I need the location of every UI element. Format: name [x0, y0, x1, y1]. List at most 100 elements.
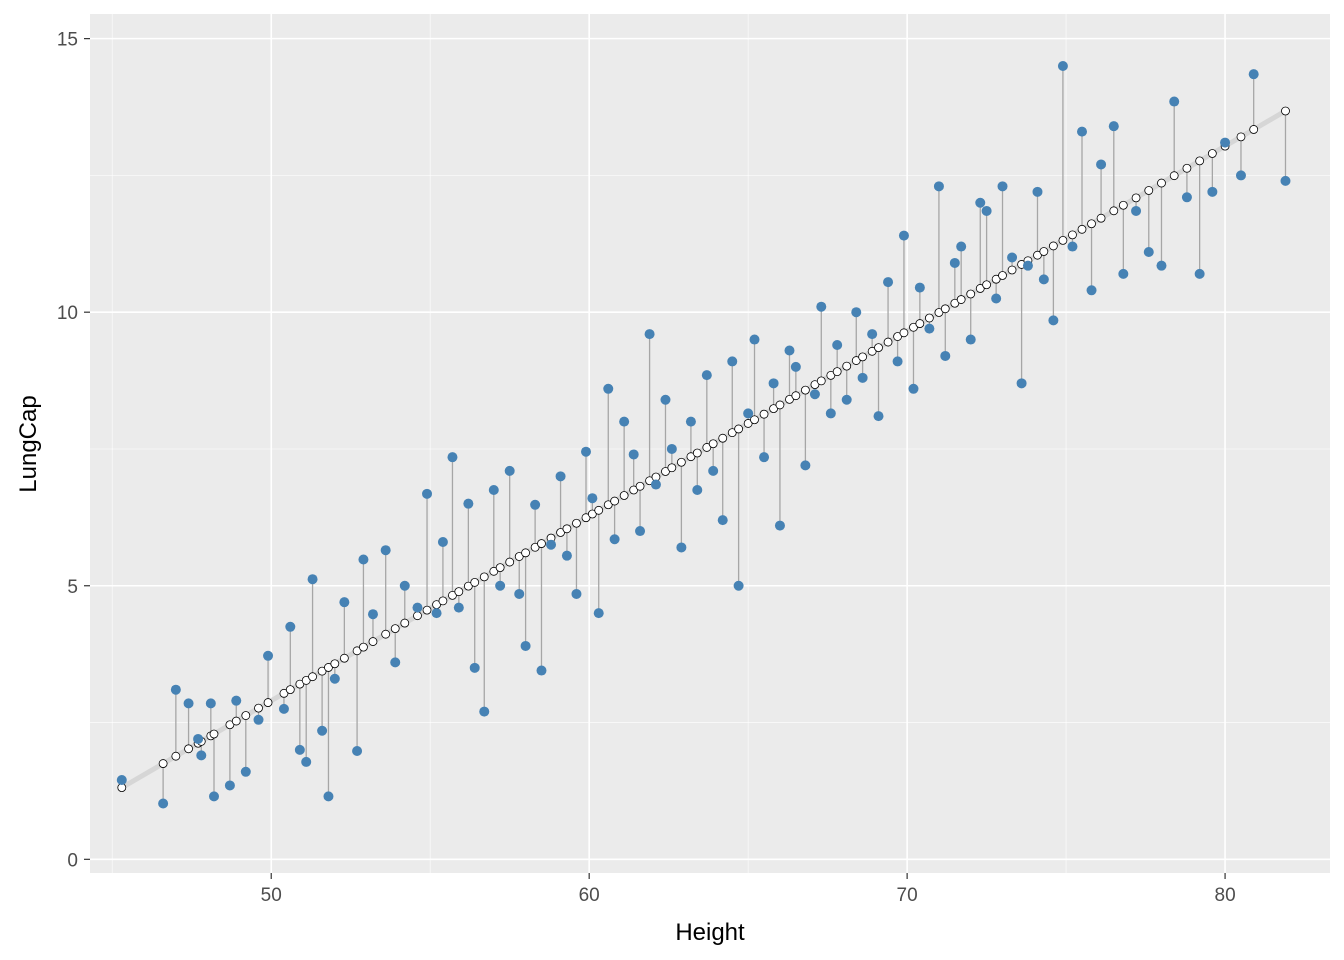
observed-point: [479, 706, 490, 717]
fitted-point: [874, 343, 883, 353]
observed-point: [1280, 175, 1291, 186]
fitted-point: [422, 605, 432, 615]
y-axis-title: LungCap: [15, 395, 42, 492]
fitted-point: [998, 271, 1007, 280]
fitted-point: [505, 557, 515, 567]
fitted-point: [231, 716, 241, 726]
observed-point: [301, 756, 312, 767]
observed-point: [317, 725, 328, 736]
observed-point: [329, 673, 340, 684]
fitted-point: [359, 642, 368, 652]
fitted-point: [1087, 219, 1096, 229]
fitted-point: [209, 729, 219, 739]
observed-point: [892, 356, 903, 367]
fitted-point: [470, 578, 480, 587]
fitted-point: [816, 376, 826, 386]
observed-point: [666, 443, 677, 454]
observed-point: [196, 750, 207, 761]
axis-ticks: [84, 38, 1226, 879]
fitted-point: [966, 289, 976, 299]
observed-point: [183, 698, 194, 709]
observed-point: [981, 205, 992, 216]
observed-point: [546, 539, 557, 550]
observed-point: [1131, 205, 1142, 216]
fitted-point: [594, 505, 604, 515]
fitted-point: [940, 304, 950, 314]
fitted-point: [619, 491, 629, 500]
observed-point: [1077, 126, 1087, 137]
observed-point: [1194, 268, 1205, 279]
observed-point: [644, 329, 655, 340]
observed-points: [116, 60, 1291, 809]
observed-point: [193, 733, 204, 744]
fitted-point: [1109, 206, 1119, 216]
fitted-point: [667, 463, 677, 473]
observed-point: [520, 640, 531, 651]
fitted-point: [1249, 125, 1259, 134]
fitted-point: [635, 481, 645, 491]
observed-point: [1143, 247, 1154, 258]
observed-point: [914, 282, 925, 293]
fitted-points: [117, 106, 1290, 793]
observed-point: [447, 452, 458, 463]
fitted-point: [308, 672, 317, 682]
fitted-point: [241, 711, 251, 720]
observed-point: [555, 471, 566, 482]
fitted-point: [368, 637, 378, 646]
observed-point: [685, 416, 696, 427]
observed-point: [949, 257, 960, 268]
fitted-point: [883, 337, 893, 347]
fitted-point: [390, 624, 400, 634]
observed-point: [1022, 260, 1033, 271]
observed-point: [1108, 121, 1119, 132]
fitted-point: [1131, 193, 1141, 203]
observed-point: [231, 695, 242, 706]
observed-point: [898, 230, 909, 241]
x-tick-label: 70: [897, 885, 918, 906]
fitted-point: [495, 563, 505, 573]
fitted-point: [479, 572, 489, 582]
observed-point: [841, 394, 852, 405]
observed-point: [1248, 69, 1259, 80]
observed-point: [991, 293, 1002, 304]
fitted-point: [339, 653, 349, 663]
fitted-point: [572, 518, 581, 528]
observed-point: [816, 301, 827, 312]
observed-point: [593, 608, 604, 619]
fitted-point: [1182, 163, 1192, 173]
observed-point: [437, 536, 448, 547]
observed-point: [908, 383, 919, 394]
fitted-point: [791, 391, 801, 401]
observed-point: [285, 621, 296, 632]
observed-point: [749, 334, 760, 345]
fitted-point: [775, 400, 785, 410]
observed-point: [940, 350, 951, 361]
observed-point: [514, 588, 525, 599]
fitted-point: [982, 280, 992, 290]
observed-point: [717, 515, 728, 526]
observed-point: [240, 766, 251, 777]
observed-point: [581, 446, 591, 457]
fitted-point: [454, 587, 464, 597]
observed-point: [158, 798, 169, 809]
observed-point: [453, 602, 464, 613]
observed-point: [1235, 170, 1246, 181]
observed-point: [1016, 378, 1027, 389]
observed-point: [790, 361, 801, 372]
x-axis-title: Height: [675, 919, 745, 946]
fitted-point: [562, 524, 572, 534]
fitted-point: [521, 548, 530, 558]
observed-point: [263, 650, 274, 661]
fitted-point: [263, 698, 273, 707]
observed-point: [209, 791, 219, 802]
observed-point: [933, 181, 944, 192]
fitted-point: [184, 744, 193, 754]
fitted-point: [759, 409, 769, 419]
observed-point: [956, 241, 967, 252]
fitted-point: [676, 457, 686, 467]
observed-point: [431, 608, 442, 619]
observed-point: [571, 588, 582, 599]
x-tick-label: 60: [579, 885, 600, 906]
fitted-point: [1281, 106, 1290, 116]
